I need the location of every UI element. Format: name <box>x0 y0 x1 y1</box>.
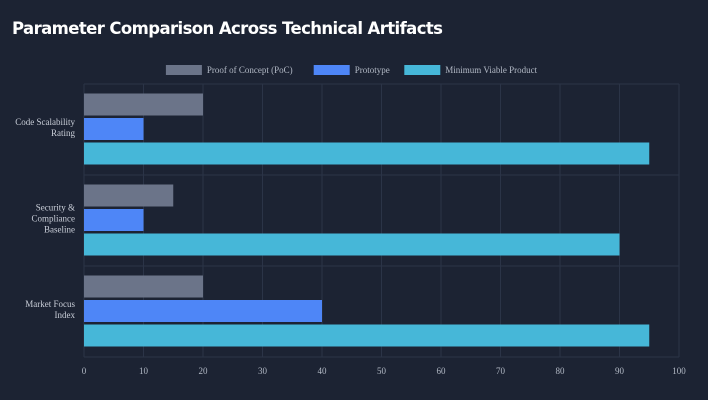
legend-swatch <box>313 65 350 75</box>
bar <box>84 93 203 116</box>
bar <box>84 275 203 298</box>
chart-title: Parameter Comparison Across Technical Ar… <box>12 19 443 38</box>
x-tick-label: 0 <box>82 366 87 376</box>
x-axis-ticks: 0 10 20 30 40 50 60 70 80 90 100 <box>82 366 687 376</box>
bars <box>84 93 650 347</box>
x-tick-label: 100 <box>672 366 686 376</box>
x-tick-label: 20 <box>199 366 209 376</box>
x-tick-label: 40 <box>318 366 328 376</box>
x-tick-label: 30 <box>258 366 268 376</box>
legend-item[interactable]: Proof of Concept (PoC) <box>165 65 293 75</box>
bar <box>84 209 144 231</box>
x-tick-label: 10 <box>139 366 149 376</box>
legend-swatch <box>165 65 202 75</box>
x-tick-label: 70 <box>496 366 506 376</box>
legend-label: Proof of Concept (PoC) <box>207 65 293 75</box>
bar <box>84 324 650 347</box>
x-tick-label: 60 <box>437 366 447 376</box>
x-tick-label: 90 <box>615 366 625 376</box>
category-label: Market Focus Index <box>25 299 75 320</box>
legend: Proof of Concept (PoC) Prototype Minimum V… <box>165 65 538 75</box>
legend-label: Prototype <box>355 65 390 75</box>
legend-item[interactable]: Minimum Viable Product <box>404 65 538 75</box>
bar <box>84 184 174 207</box>
legend-swatch <box>404 65 441 75</box>
bar <box>84 118 144 140</box>
x-tick-label: 80 <box>556 366 566 376</box>
bar <box>84 233 620 256</box>
category-label: Security & Compliance Baseline <box>32 203 76 235</box>
legend-item[interactable]: Prototype <box>313 65 390 75</box>
bar <box>84 300 322 322</box>
legend-label: Minimum Viable Product <box>445 65 537 75</box>
category-label: Code Scalability Rating <box>15 117 75 138</box>
y-axis-labels: Code Scalability Rating Security & Complian… <box>15 117 75 320</box>
x-tick-label: 50 <box>377 366 387 376</box>
bar <box>84 142 650 165</box>
